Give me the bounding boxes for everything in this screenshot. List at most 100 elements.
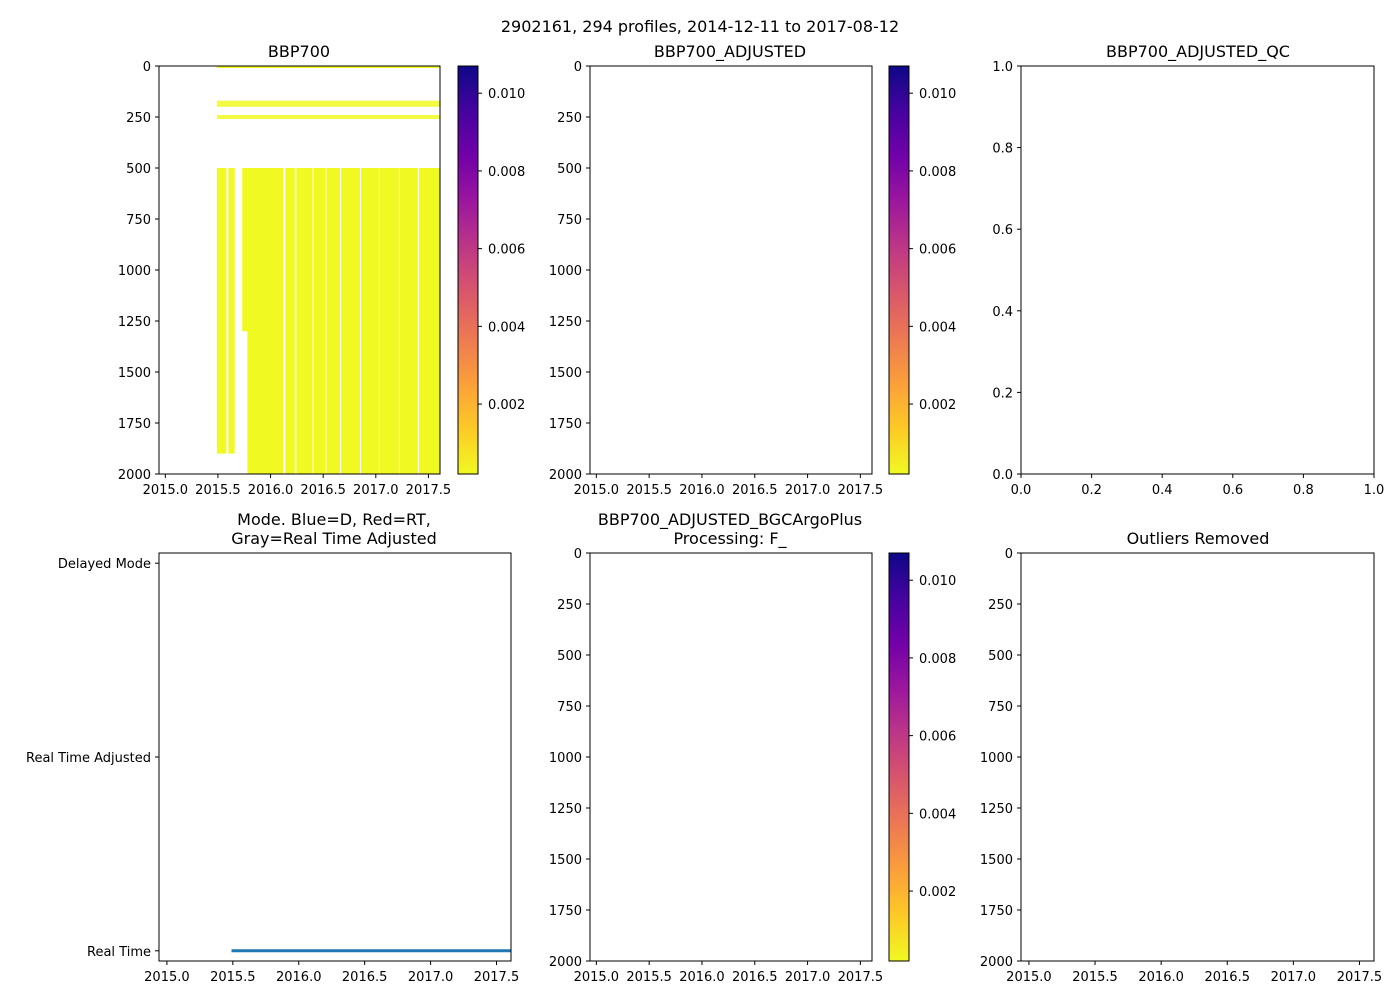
data-block <box>247 168 440 474</box>
plot-frame <box>158 552 512 962</box>
data-gap <box>417 168 419 474</box>
y-tick-label: 0 <box>574 60 582 75</box>
plot-area <box>1020 552 1375 962</box>
y-tick-label: 750 <box>557 700 582 715</box>
x-tick-label: 0.8 <box>1293 483 1314 498</box>
x-tick-label: 0.2 <box>1081 483 1102 498</box>
panel-title: BBP700_ADJUSTED_QC <box>1106 42 1290 62</box>
colorbar-tick-label: 0.010 <box>919 574 956 589</box>
data-gap <box>340 168 342 474</box>
y-tick-label: 500 <box>557 162 582 177</box>
colorbar: 0.002 0.004 0.006 0.008 0.010 <box>888 65 956 475</box>
y-tick-label: 1500 <box>549 853 582 868</box>
y-tick-label: 2000 <box>980 955 1013 970</box>
x-axis: 2015.0 2015.5 2016.0 2016.5 2017.0 2017.5 <box>1006 961 1382 985</box>
data-gap <box>398 168 401 474</box>
y-tick-label: 1250 <box>980 802 1013 817</box>
panel-title: BBP700_ADJUSTED <box>654 42 806 62</box>
plot-area <box>158 65 441 475</box>
x-tick-label: 2016.5 <box>1204 970 1250 985</box>
panel-mode: Mode. Blue=D, Red=RT, Gray=Real Time Adj… <box>26 510 519 985</box>
colorbar-gradient <box>888 552 910 962</box>
x-tick-label: 2016.0 <box>1138 970 1184 985</box>
x-axis: 2015.0 2015.5 2016.0 2016.5 2017.0 2017.5 <box>574 474 884 498</box>
colorbar-tick-label: 0.008 <box>919 652 956 667</box>
y-tick-label: 500 <box>126 162 151 177</box>
x-tick-label: 2017.5 <box>838 970 884 985</box>
y-tick-label: 0.4 <box>992 305 1013 320</box>
y-tick-label: 2000 <box>549 955 582 970</box>
y-tick-label: 1250 <box>118 315 151 330</box>
x-tick-label: 2015.5 <box>1072 970 1118 985</box>
y-tick-label: Real Time <box>87 945 151 960</box>
x-tick-label: 2017.0 <box>785 483 831 498</box>
plot-area <box>158 552 512 962</box>
x-tick-label: 2016.0 <box>679 483 725 498</box>
y-tick-label: 1000 <box>549 751 582 766</box>
y-tick-label: 2000 <box>549 468 582 483</box>
y-tick-label: 1.0 <box>992 60 1013 75</box>
x-tick-label: 2017.5 <box>406 483 452 498</box>
y-tick-label: 1750 <box>549 417 582 432</box>
x-tick-label: 2015.5 <box>626 483 672 498</box>
y-tick-label: Delayed Mode <box>58 557 151 572</box>
x-tick-label: 2015.0 <box>574 483 620 498</box>
x-tick-label: 2016.5 <box>732 483 778 498</box>
colorbar-tick-label: 0.002 <box>919 885 956 900</box>
x-tick-label: 2017.5 <box>838 483 884 498</box>
x-tick-label: 2015.0 <box>143 483 189 498</box>
y-tick-label: 500 <box>557 649 582 664</box>
plot-frame <box>589 65 873 475</box>
x-tick-label: 2016.0 <box>248 483 294 498</box>
data-gap <box>360 168 362 474</box>
colorbar-tick-label: 0.002 <box>919 398 956 413</box>
x-tick-label: 2017.0 <box>408 970 454 985</box>
data-gap <box>234 168 243 474</box>
data-gap <box>294 168 297 474</box>
colorbar-tick-label: 0.006 <box>488 243 525 258</box>
plot-area <box>589 65 873 475</box>
y-tick-label: 1000 <box>118 264 151 279</box>
y-tick-label: 0 <box>143 60 151 75</box>
x-tick-label: 1.0 <box>1364 483 1385 498</box>
x-tick-label: 2016.5 <box>732 970 778 985</box>
x-tick-label: 2017.5 <box>1337 970 1383 985</box>
colorbar-tick-label: 0.010 <box>488 87 525 102</box>
x-tick-label: 2015.5 <box>195 483 241 498</box>
figure-suptitle: 2902161, 294 profiles, 2014-12-11 to 201… <box>501 17 899 36</box>
y-axis: 0 250 500 750 1000 1250 1500 1750 2000 <box>980 547 1021 970</box>
plot-frame <box>589 552 873 962</box>
panel-title: Outliers Removed <box>1127 529 1270 548</box>
y-tick-label: 0 <box>574 547 582 562</box>
y-tick-label: 1750 <box>118 417 151 432</box>
y-tick-label: 1750 <box>980 904 1013 919</box>
x-tick-label: 2016.5 <box>300 483 346 498</box>
y-tick-label: 1750 <box>549 904 582 919</box>
x-tick-label: 2015.0 <box>574 970 620 985</box>
y-tick-label: 1000 <box>549 264 582 279</box>
x-axis: 0.0 0.2 0.4 0.6 0.8 1.0 <box>1011 474 1385 498</box>
surface-band <box>216 66 440 68</box>
data-gap <box>312 168 314 474</box>
panel-title-line-2: Gray=Real Time Adjusted <box>231 529 437 548</box>
x-tick-label: 2017.5 <box>474 970 520 985</box>
colorbar: 0.002 0.004 0.006 0.008 0.010 <box>888 552 956 962</box>
x-tick-label: 0.0 <box>1011 483 1032 498</box>
y-tick-label: 1000 <box>980 751 1013 766</box>
y-tick-label: 500 <box>988 649 1013 664</box>
panel-title: BBP700 <box>268 42 330 61</box>
data-gap <box>325 168 327 474</box>
y-tick-label: 250 <box>988 598 1013 613</box>
plot-area <box>1020 65 1375 475</box>
x-tick-label: 2016.0 <box>276 970 322 985</box>
colorbar-tick-label: 0.008 <box>488 165 525 180</box>
colorbar-tick-label: 0.004 <box>919 320 956 335</box>
panel-bbp700: BBP700 2015.0 2015.5 2016.0 2016.5 2017.0 201… <box>118 42 525 498</box>
panel-bbp700-adjusted-qc: BBP700_ADJUSTED_QC 0.0 0.2 0.4 0.6 0.8 1.0 0.… <box>992 42 1384 498</box>
x-tick-label: 2017.0 <box>1271 970 1317 985</box>
y-tick-label: 0.0 <box>992 468 1013 483</box>
colorbar-tick-label: 0.006 <box>919 243 956 258</box>
y-tick-label: 0.8 <box>992 142 1013 157</box>
x-axis: 2015.0 2015.5 2016.0 2016.5 2017.0 2017.5 <box>574 961 884 985</box>
